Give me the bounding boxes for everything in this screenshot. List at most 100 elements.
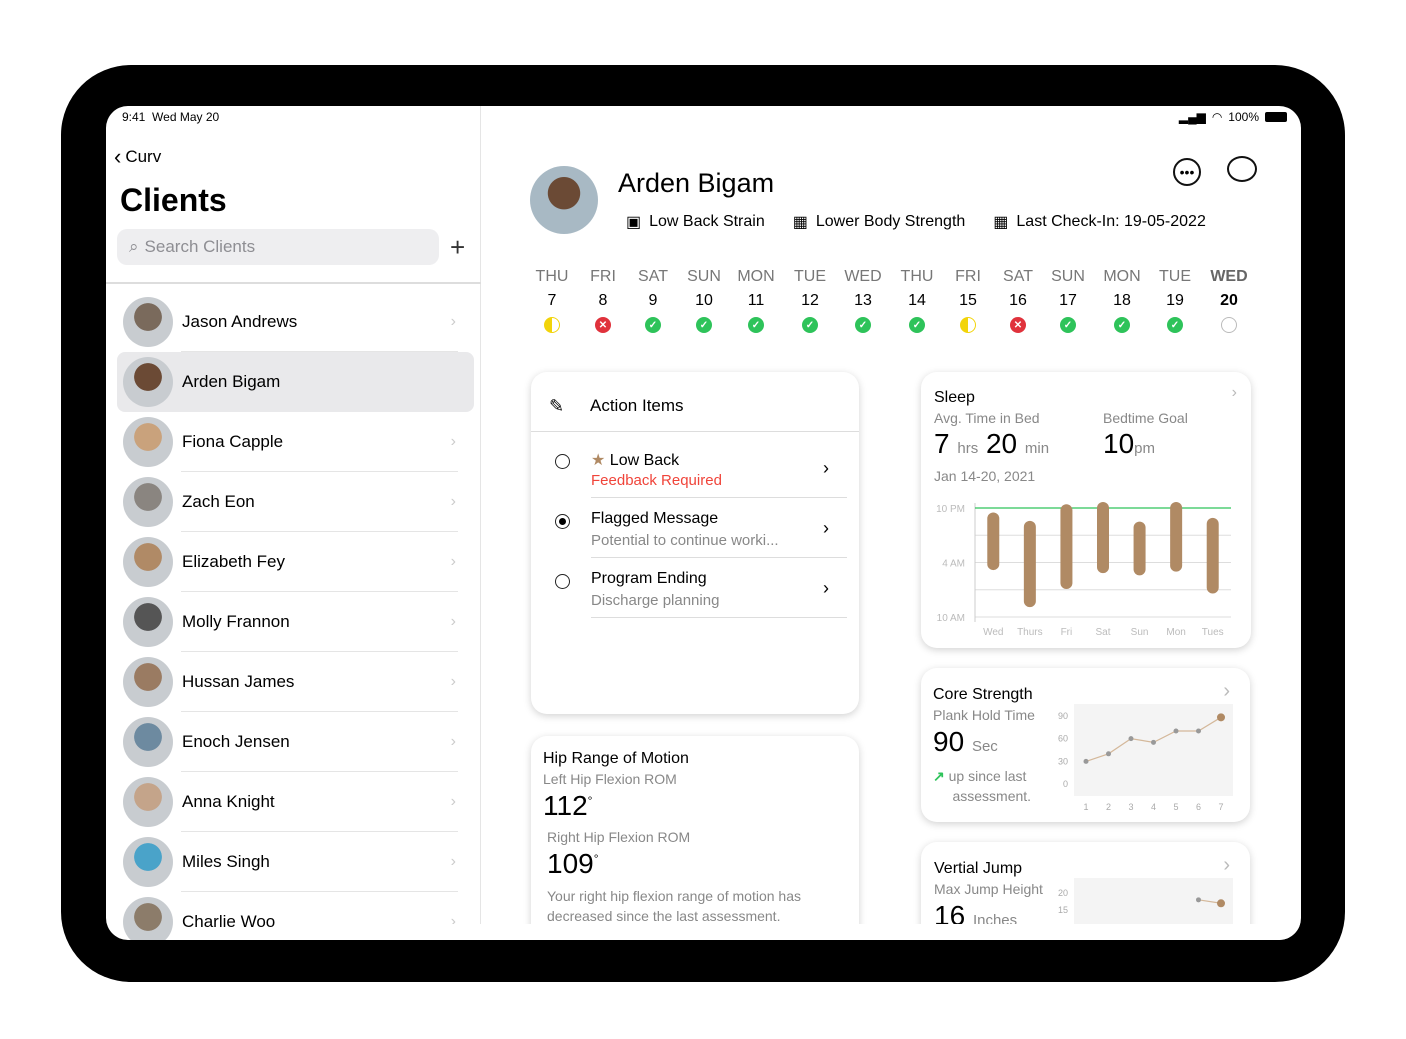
client-list-item[interactable]: Arden Bigam <box>117 352 474 412</box>
data-point <box>1196 897 1201 903</box>
data-point <box>1217 713 1225 722</box>
calendar-check-icon: ▦ <box>993 214 1009 231</box>
day-mon-11[interactable]: MON 11 ✓ <box>736 268 776 333</box>
check-icon: ✓ <box>1167 317 1183 333</box>
day-number: 14 <box>908 292 926 309</box>
trend: ↗ up since last assessment. <box>933 768 1032 804</box>
action-item[interactable]: ★ Low Back Feedback Required › <box>531 438 853 498</box>
day-wed-20[interactable]: WED 20 <box>1209 268 1249 333</box>
core-card[interactable]: Core Strength › Plank Hold Time 90 Sec ↗… <box>921 668 1250 822</box>
day-fri-15[interactable]: FRI 15 <box>948 268 988 333</box>
x-icon: ✕ <box>595 317 611 333</box>
client-name: Hussan James <box>182 672 295 691</box>
day-label: THU <box>900 268 934 285</box>
action-item[interactable]: Flagged Message Potential to continue wo… <box>531 498 853 558</box>
day-thu-14[interactable]: THU 14 ✓ <box>897 268 937 333</box>
divider <box>181 771 458 772</box>
x-tick-label: Thurs <box>1017 627 1043 638</box>
page-title: Clients <box>120 182 227 218</box>
avatar <box>123 417 173 467</box>
divider <box>181 891 458 892</box>
x-tick-label: Sun <box>1131 627 1149 638</box>
client-name: Molly Frannon <box>182 612 290 631</box>
divider <box>106 282 481 284</box>
day-number: 11 <box>747 292 765 309</box>
status-icons: ▂▄▆ ◠ 100% <box>1179 110 1287 124</box>
divider <box>181 591 458 592</box>
client-list-item[interactable]: Molly Frannon › <box>117 592 474 652</box>
divider <box>591 497 847 498</box>
check-icon: ✓ <box>645 317 661 333</box>
client-list-item[interactable]: Elizabeth Fey › <box>117 532 474 592</box>
day-sat-9[interactable]: SAT 9 ✓ <box>633 268 673 333</box>
sleep-card[interactable]: Sleep › Avg. Time in Bed 7 hrs 20 min Be… <box>921 372 1251 648</box>
client-name: Zach Eon <box>182 492 255 511</box>
left-value: 112° <box>543 790 593 821</box>
chevron-right-icon: › <box>450 793 456 810</box>
half-circle-icon <box>960 317 976 333</box>
client-list-item[interactable]: Anna Knight › <box>117 772 474 832</box>
client-list-item[interactable]: Fiona Capple › <box>117 412 474 472</box>
day-label: WED <box>844 268 882 285</box>
action-item[interactable]: Program Ending Discharge planning › <box>531 558 853 618</box>
chevron-left-icon: ‹ <box>114 144 122 169</box>
x-tick-label: Tues <box>1202 627 1224 638</box>
day-label: SAT <box>638 268 668 285</box>
sidebar: ‹ Curv Clients ⌕ Search Clients + Jason An… <box>106 106 481 940</box>
client-list-item[interactable]: Jason Andrews › <box>117 292 474 352</box>
day-wed-13[interactable]: WED 13 ✓ <box>843 268 883 333</box>
avatar <box>123 537 173 587</box>
avatar <box>123 837 173 887</box>
avatar <box>123 897 173 940</box>
core-chart: 0 30 60 90 1 2 3 4 5 6 7 <box>1058 704 1233 812</box>
label: Avg. Time in Bed <box>934 410 1040 426</box>
day-label: SUN <box>1051 268 1085 285</box>
search-input[interactable]: ⌕ Search Clients <box>117 229 439 265</box>
client-list-item[interactable]: Zach Eon › <box>117 472 474 532</box>
back-button[interactable]: ‹ Curv <box>114 144 162 169</box>
y-tick-label: 10 PM <box>936 504 965 515</box>
chevron-right-icon: › <box>1223 680 1230 702</box>
avatar <box>123 657 173 707</box>
data-point <box>1217 899 1225 908</box>
day-fri-8[interactable]: FRI 8 ✕ <box>583 268 623 333</box>
screen: 9:41 Wed May 20 ▂▄▆ ◠ 100% ‹ Curv Clients ⌕… <box>106 106 1301 940</box>
goal: 10pm <box>1103 428 1155 459</box>
divider <box>181 471 458 472</box>
client-name: Arden Bigam <box>618 168 775 198</box>
x-tick-label: Fri <box>1061 627 1073 638</box>
avg-time: 7 hrs 20 min <box>934 428 1050 459</box>
radio-button[interactable] <box>555 574 570 589</box>
day-sun-17[interactable]: SUN 17 ✓ <box>1048 268 1088 333</box>
client-list-item[interactable]: Charlie Woo › <box>117 892 474 940</box>
day-thu-7[interactable]: THU 7 <box>532 268 572 333</box>
empty-circle-icon <box>1221 317 1237 333</box>
x-tick-label: 4 <box>1151 802 1156 812</box>
jump-card[interactable]: Vertial Jump › Max Jump Height 16 Inches… <box>921 842 1250 940</box>
chevron-right-icon: › <box>450 733 456 750</box>
client-name: Fiona Capple <box>182 432 284 451</box>
radio-button[interactable] <box>555 454 570 469</box>
day-sun-10[interactable]: SUN 10 ✓ <box>684 268 724 333</box>
message-button[interactable] <box>1227 156 1257 182</box>
data-point <box>1128 736 1134 742</box>
day-number: 16 <box>1009 292 1027 309</box>
day-label: SAT <box>1003 268 1033 285</box>
day-tue-19[interactable]: TUE 19 ✓ <box>1155 268 1195 333</box>
client-list-item[interactable]: Enoch Jensen › <box>117 712 474 772</box>
day-sat-16[interactable]: SAT 16 ✕ <box>998 268 1038 333</box>
radio-button[interactable] <box>555 514 570 529</box>
client-tags: ▣ Low Back Strain ▦ Lower Body Strength ▦ L… <box>626 213 1206 231</box>
day-number: 10 <box>695 292 713 309</box>
day-mon-18[interactable]: MON 18 ✓ <box>1102 268 1142 333</box>
label: Right Hip Flexion ROM <box>547 829 691 845</box>
add-client-button[interactable]: + <box>450 232 466 262</box>
check-icon: ✓ <box>696 317 712 333</box>
client-list-item[interactable]: Hussan James › <box>117 652 474 712</box>
day-label: FRI <box>590 268 616 285</box>
check-icon: ✓ <box>855 317 871 333</box>
chevron-right-icon: › <box>450 673 456 690</box>
client-list-item[interactable]: Miles Singh › <box>117 832 474 892</box>
day-tue-12[interactable]: TUE 12 ✓ <box>790 268 830 333</box>
more-button[interactable]: ••• <box>1173 158 1201 186</box>
